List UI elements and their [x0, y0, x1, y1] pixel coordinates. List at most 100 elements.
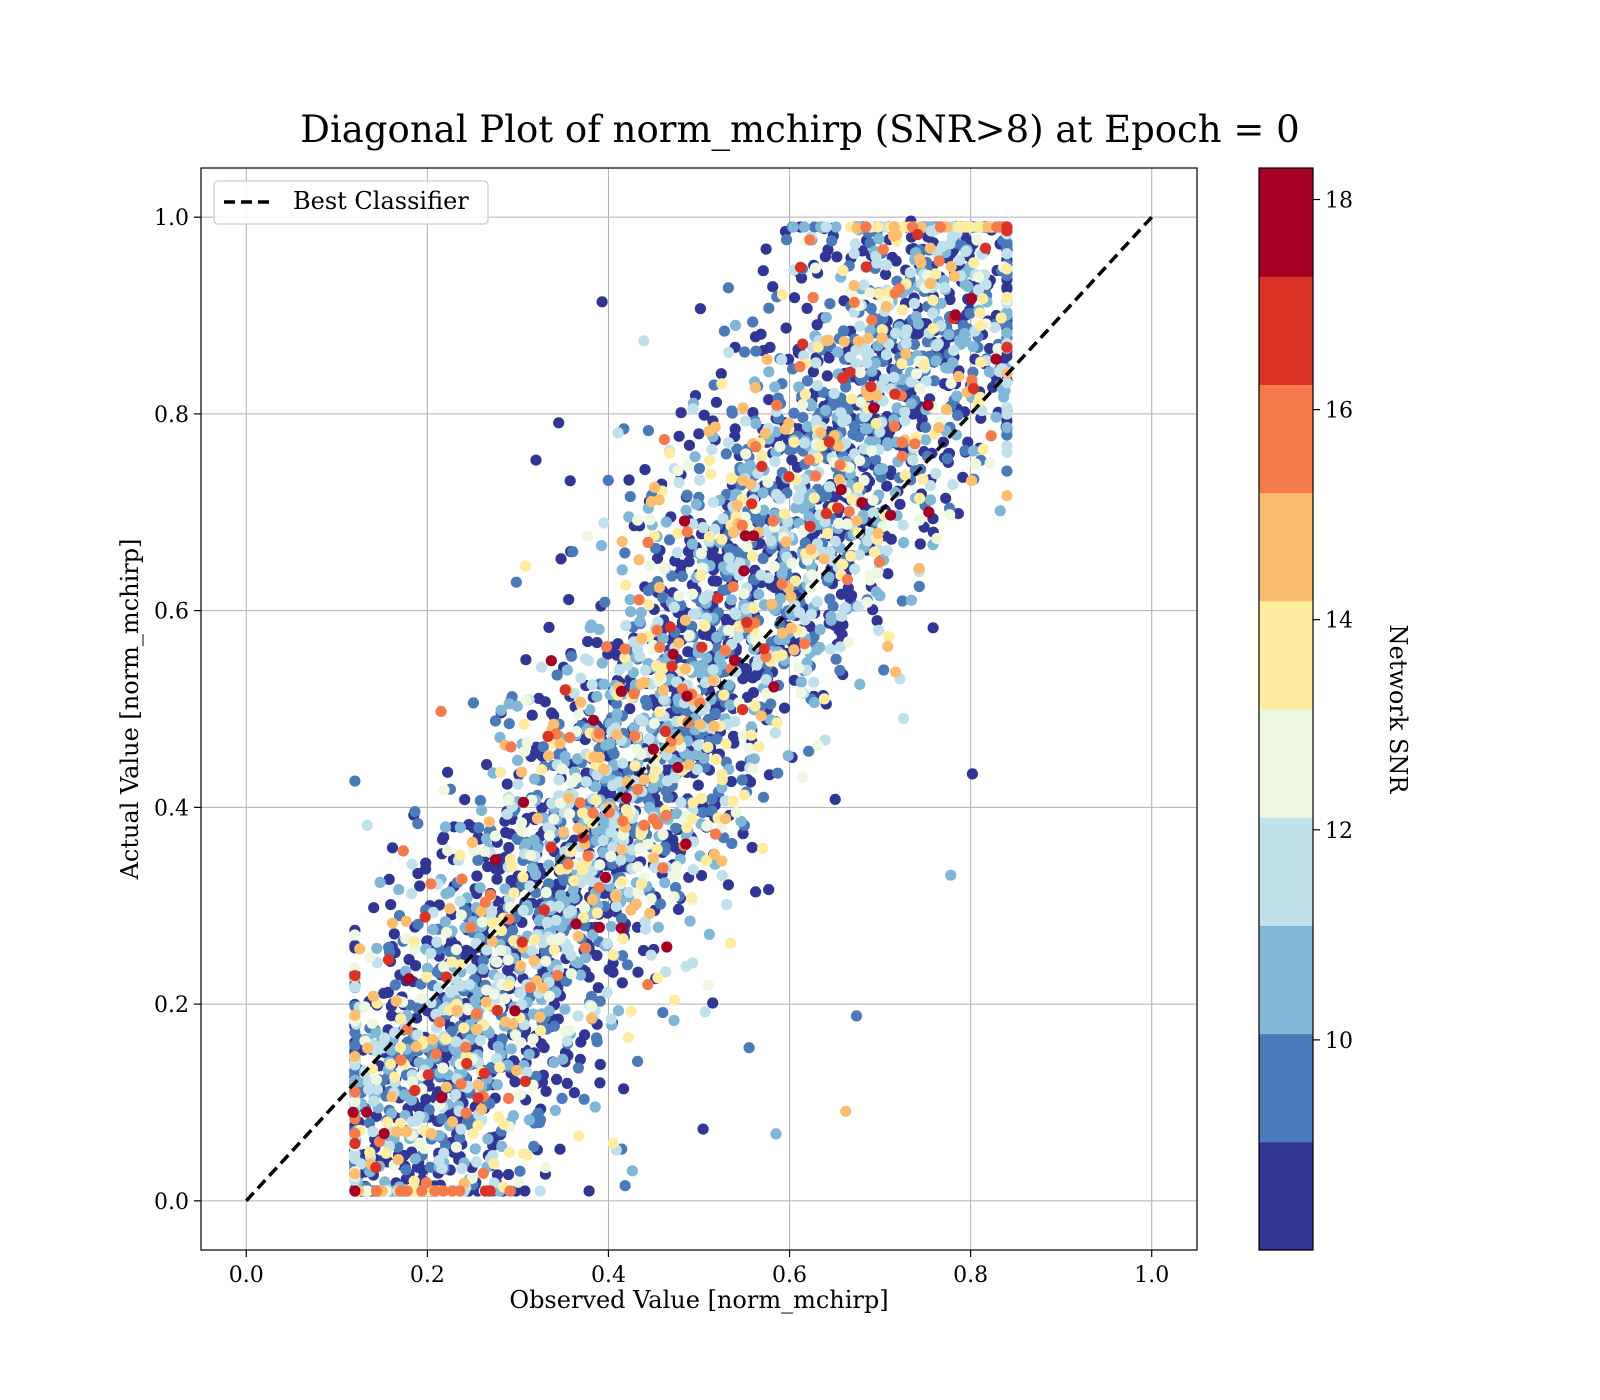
- scatter-point: [470, 1008, 482, 1020]
- scatter-point: [435, 1092, 447, 1104]
- scatter-point: [395, 1054, 407, 1066]
- scatter-point: [889, 487, 901, 499]
- scatter-point: [721, 898, 733, 911]
- scatter-point: [697, 1123, 709, 1135]
- legend-box: [213, 180, 489, 225]
- scatter-point: [707, 997, 719, 1009]
- scatter-point: [502, 954, 514, 966]
- scatter-point: [567, 546, 579, 558]
- scatter-point: [483, 1185, 495, 1197]
- scatter-point: [632, 861, 644, 873]
- scatter-point: [459, 794, 471, 806]
- scatter-point: [899, 469, 911, 481]
- scatter-point: [898, 537, 910, 549]
- scatter-point: [914, 538, 926, 550]
- scatter-point: [509, 1005, 521, 1017]
- scatter-point: [899, 406, 911, 418]
- scatter-point: [840, 381, 852, 393]
- scatter-point: [370, 1185, 383, 1197]
- scatter-point: [962, 280, 974, 292]
- scatter-point: [512, 778, 524, 790]
- scatter-point: [622, 1031, 635, 1044]
- scatter-point: [591, 637, 603, 649]
- scatter-point: [718, 689, 730, 701]
- scatter-point: [582, 636, 594, 648]
- scatter-point: [757, 553, 769, 565]
- scatter-point: [683, 629, 695, 642]
- scatter-point: [728, 654, 741, 666]
- scatter-point: [616, 876, 628, 888]
- scatter-point: [749, 331, 762, 343]
- scatter-point: [684, 750, 696, 762]
- scatter-point: [437, 1185, 450, 1197]
- scatter-point: [848, 296, 860, 308]
- scatter-point: [686, 813, 698, 825]
- x-tick-label: 0.0: [229, 1263, 264, 1288]
- scatter-point: [868, 546, 881, 558]
- scatter-point: [777, 289, 789, 301]
- scatter-point: [659, 877, 671, 889]
- scatter-point: [1001, 341, 1013, 353]
- scatter-point: [527, 1033, 539, 1045]
- scatter-point: [747, 550, 759, 562]
- scatter-point: [893, 283, 905, 295]
- scatter-point: [515, 817, 528, 829]
- scatter-point: [964, 221, 976, 233]
- scatter-point: [349, 1009, 361, 1021]
- scatter-point: [636, 632, 648, 644]
- scatter-point: [924, 494, 937, 506]
- scatter-point: [722, 346, 735, 358]
- scatter-point: [846, 494, 859, 506]
- scatter-point: [587, 807, 599, 819]
- scatter-point: [912, 228, 924, 241]
- scatter-point: [580, 776, 592, 788]
- scatter-point: [429, 1185, 441, 1197]
- scatter-point: [769, 727, 782, 739]
- scatter-point: [696, 870, 708, 882]
- scatter-point: [888, 420, 901, 432]
- scatter-point: [594, 1077, 606, 1089]
- scatter-point: [653, 494, 665, 506]
- scatter-point: [910, 368, 923, 380]
- scatter-point: [758, 643, 770, 655]
- scatter-point: [675, 796, 687, 809]
- scatter-point: [660, 516, 672, 528]
- scatter-point: [711, 631, 723, 643]
- scatter-point: [755, 710, 767, 722]
- scatter-point: [371, 942, 383, 955]
- scatter-point: [861, 596, 873, 608]
- scatter-point: [465, 946, 478, 958]
- scatter-point: [881, 480, 893, 492]
- scatter-point: [843, 636, 855, 648]
- scatter-point: [572, 1062, 585, 1074]
- scatter-point: [934, 221, 947, 233]
- scatter-point: [977, 293, 989, 305]
- scatter-point: [680, 960, 692, 973]
- scatter-point: [966, 768, 979, 780]
- scatter-point: [517, 796, 530, 808]
- scatter-point: [854, 366, 866, 379]
- scatter-point: [503, 698, 515, 710]
- scatter-point: [974, 319, 986, 332]
- scatter-point: [425, 1128, 437, 1140]
- scatter-point: [723, 552, 735, 564]
- scatter-point: [393, 884, 405, 896]
- scatter-point: [846, 589, 858, 602]
- scatter-point: [460, 1107, 472, 1119]
- scatter-point: [673, 590, 685, 602]
- scatter-point: [771, 650, 783, 663]
- scatter-point: [794, 261, 807, 273]
- scatter-point: [681, 489, 693, 501]
- scatter-point: [386, 917, 398, 929]
- scatter-point: [384, 1058, 397, 1070]
- scatter-point: [660, 764, 673, 776]
- scatter-point: [801, 302, 813, 314]
- scatter-point: [366, 1017, 378, 1029]
- scatter-point: [616, 564, 628, 576]
- scatter-point: [797, 338, 809, 350]
- scatter-point: [697, 521, 709, 534]
- scatter-point: [835, 484, 847, 496]
- scatter-point: [561, 1077, 573, 1089]
- scatter-point: [977, 443, 989, 455]
